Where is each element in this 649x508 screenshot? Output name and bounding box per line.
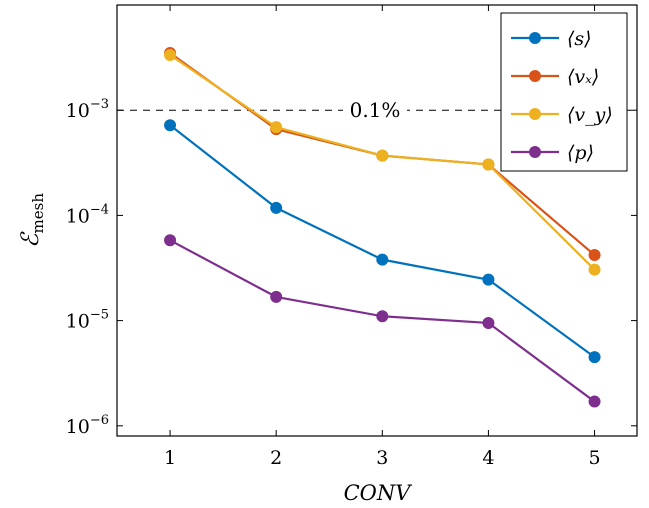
x-axis-label: CONV [344, 481, 413, 505]
data-point [482, 158, 495, 171]
x-tick-label: 5 [589, 447, 601, 469]
legend-label: ⟨p⟩ [567, 142, 594, 164]
legend-box [500, 12, 628, 172]
legend-item: ⟨vₓ⟩ [511, 66, 599, 88]
legend-item: ⟨v_y⟩ [511, 104, 613, 126]
y-axis-label: ℰmesh [16, 193, 47, 248]
data-point [270, 290, 283, 303]
reference-label: 0.1% [350, 98, 401, 122]
series-layer [164, 46, 601, 408]
y-tick-label: 10−6 [66, 413, 109, 438]
legend: ⟨s⟩ ⟨vₓ⟩ ⟨v_y⟩ ⟨p⟩ [500, 12, 628, 172]
data-point [270, 121, 283, 134]
data-point [482, 316, 495, 329]
x-tick-label: 2 [270, 447, 282, 469]
data-point [164, 119, 177, 132]
x-tick-label: 4 [482, 447, 494, 469]
legend-swatch-marker [529, 70, 541, 82]
legend-item: ⟨p⟩ [511, 142, 594, 164]
data-point [376, 253, 389, 266]
legend-label: ⟨v_y⟩ [567, 104, 613, 126]
data-point [376, 310, 389, 323]
legend-swatch-marker [529, 108, 541, 120]
legend-item: ⟨s⟩ [511, 28, 592, 50]
y-tick-label: 10−4 [66, 202, 109, 227]
y-tick-label: 10−3 [66, 97, 109, 122]
y-tick-label: 10−5 [66, 308, 109, 333]
data-point [482, 273, 495, 286]
data-point [376, 149, 389, 162]
data-point [164, 48, 177, 61]
data-point [588, 395, 601, 408]
legend-swatch-marker [529, 146, 541, 158]
reference-label-background [343, 99, 407, 122]
legend-swatch-marker [529, 32, 541, 44]
series-4 [164, 234, 601, 408]
series-1 [164, 119, 601, 364]
data-point [164, 234, 177, 247]
x-tick-label: 3 [376, 447, 388, 469]
data-point [588, 249, 601, 262]
plot-frame [116, 4, 638, 437]
legend-label: ⟨s⟩ [567, 28, 592, 50]
legend-label: ⟨vₓ⟩ [567, 66, 599, 88]
ticks-layer: 1 2 3 4 5 10−6 10−5 10−4 10−3 [66, 5, 637, 469]
data-point [270, 201, 283, 214]
data-point [588, 263, 601, 276]
data-point [588, 351, 601, 364]
series-3 [164, 48, 601, 276]
x-tick-label: 1 [164, 447, 176, 469]
